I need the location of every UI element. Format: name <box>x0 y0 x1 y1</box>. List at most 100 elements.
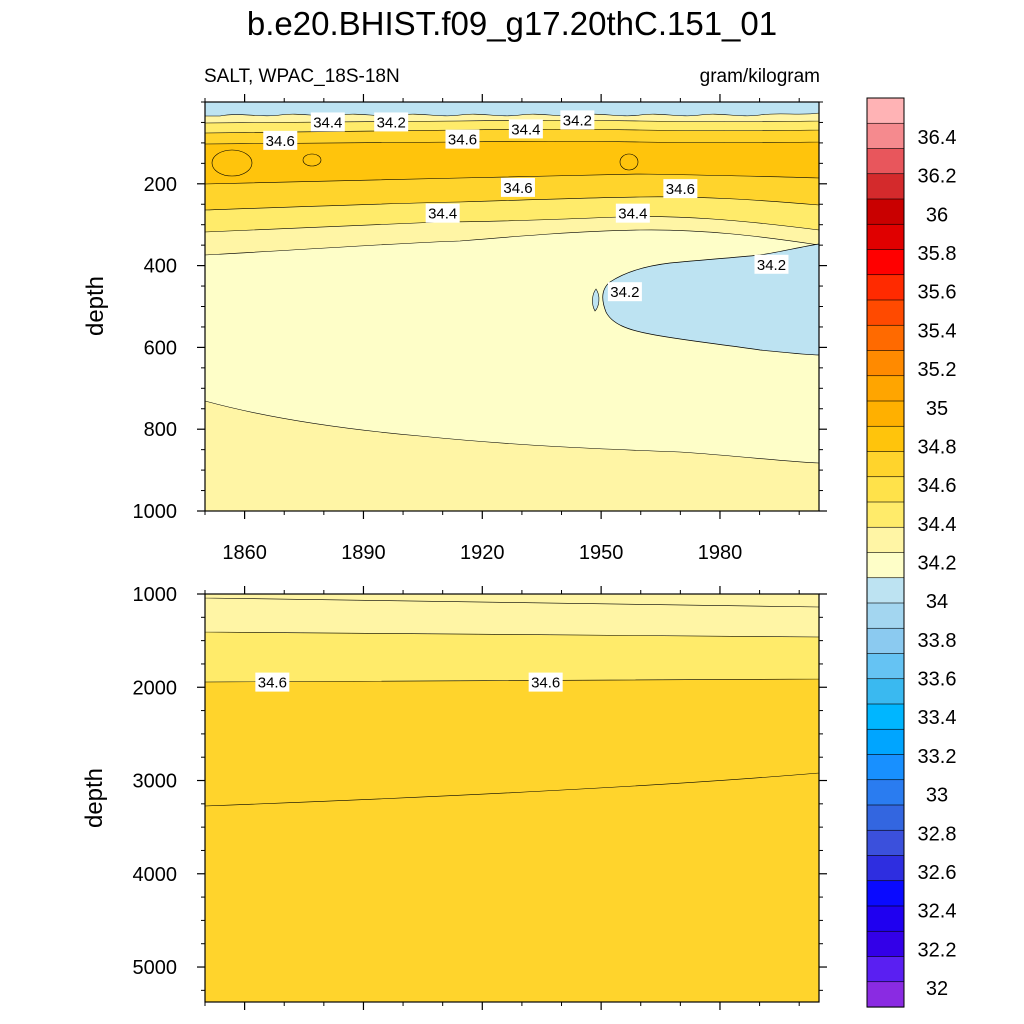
y-tick-label: 800 <box>144 419 177 441</box>
contour-label-text: 34.6 <box>266 133 295 150</box>
contour-label-box <box>374 112 409 132</box>
contour-label: 34.6 <box>255 672 290 692</box>
contour-label-text: 34.6 <box>503 180 532 197</box>
x-tick-label: 1920 <box>460 542 505 564</box>
colorbar-swatch <box>866 956 905 983</box>
colorbar-label: 33.2 <box>918 746 957 768</box>
contour-label-box <box>528 672 563 692</box>
x-tick-label: 1890 <box>341 542 386 564</box>
colorbar-label: 35.4 <box>918 320 957 342</box>
contour-label-text: 34.2 <box>610 284 639 301</box>
y-tick-label: 200 <box>144 174 177 196</box>
contour-label: 34.4 <box>310 112 345 132</box>
colorbar-swatch <box>866 930 905 958</box>
region-salinity-max-patch <box>211 149 253 177</box>
colorbar-swatch <box>866 703 905 730</box>
colorbar-swatch <box>866 577 905 604</box>
colorbar-swatch <box>866 425 905 453</box>
x-tick-label: 1860 <box>222 542 267 564</box>
contour-label-box <box>445 129 480 149</box>
subtitle-right: gram/kilogram <box>700 66 820 87</box>
contour-label-text: 34.4 <box>618 206 647 223</box>
colorbar-swatch <box>866 274 905 301</box>
region-deep-layer <box>205 400 819 511</box>
contour-label-box <box>425 203 460 223</box>
top-plot-field <box>205 102 819 511</box>
contour-label-text: 34.6 <box>448 132 477 149</box>
colorbar-label: 34.2 <box>918 553 957 575</box>
colorbar-swatch <box>866 754 905 781</box>
contour-label-box <box>560 110 595 130</box>
colorbar-swatch <box>866 880 905 907</box>
colorbar-label: 35 <box>926 398 948 420</box>
colorbar-swatch <box>866 451 905 478</box>
colorbar-label: 32.4 <box>918 901 957 923</box>
top-y-axis-label: depth <box>82 276 109 336</box>
colorbar-swatch <box>866 855 905 882</box>
colorbar-swatch <box>866 148 905 175</box>
colorbar-swatch <box>866 375 905 402</box>
contour-label: 34.4 <box>425 203 460 223</box>
colorbar-swatch <box>866 905 905 932</box>
chart-title: b.e20.BHIST.f09_g17.20thC.151_01 <box>247 5 777 42</box>
colorbar-label: 32.6 <box>918 862 957 884</box>
contour-label: 34.4 <box>615 203 650 223</box>
contour-label-box <box>310 112 345 132</box>
top-panel: 200 400 600 800 1000 1860 1890 1920 1950 1980 34… <box>82 94 827 564</box>
bottom-x-axis <box>204 586 800 1010</box>
colorbar-label: 36.4 <box>918 127 957 149</box>
contour-label-box <box>255 672 290 692</box>
colorbar-swatch <box>866 804 905 831</box>
colorbar-swatch <box>866 602 905 629</box>
colorbar-label: 33.4 <box>918 707 957 729</box>
colorbar-swatch <box>866 526 905 554</box>
contour-label-text: 34.6 <box>531 675 560 692</box>
colorbar-label: 36 <box>926 204 948 226</box>
contour-label-text: 34.4 <box>511 121 540 138</box>
y-tick-label: 3000 <box>133 771 178 793</box>
top-x-axis: 1860 1890 1920 1950 1980 <box>204 94 800 564</box>
contour-label: 34.2 <box>374 112 409 132</box>
colorbar-label: 33.6 <box>918 669 957 691</box>
colorbar-swatch <box>866 552 905 579</box>
bottom-plot-field <box>205 594 819 1002</box>
colorbar-label: 34 <box>926 591 948 613</box>
contour-label-box <box>263 130 298 150</box>
region-low-salinity-blob <box>592 288 600 312</box>
contour-label: 34.6 <box>663 179 698 199</box>
colorbar-frame <box>866 97 905 1008</box>
contour-label-text: 34.6 <box>666 181 695 198</box>
colorbar-swatch <box>866 249 905 276</box>
contour-label: 34.2 <box>607 282 642 302</box>
bottom-panel: 1000 2000 3000 4000 5000 34.6 34.6 depth <box>81 584 827 1010</box>
colorbar-swatch <box>866 981 905 1008</box>
colorbar-swatch <box>866 678 905 705</box>
colorbar-swatch <box>866 350 905 377</box>
colorbar-swatch <box>866 223 905 251</box>
colorbar-label: 34.4 <box>918 514 957 536</box>
top-contour-labels: 34.4 34.2 34.6 34.6 34.4 34.2 34.6 34.6 34.4 34.4… <box>263 110 789 302</box>
contour-label-text: 34.2 <box>563 112 592 129</box>
colorbar-swatch <box>866 627 905 655</box>
colorbar-swatch <box>866 501 905 528</box>
colorbar-swatch <box>866 97 905 124</box>
colorbar-label: 33 <box>926 785 948 807</box>
x-tick-label: 1980 <box>698 542 743 564</box>
region-salinity-max-patch <box>302 153 322 167</box>
colorbar-label: 32 <box>926 978 948 1000</box>
y-tick-label: 4000 <box>133 864 178 886</box>
contour-label: 34.6 <box>528 672 563 692</box>
colorbar-label: 35.2 <box>918 359 957 381</box>
colorbar-swatch <box>866 122 905 150</box>
y-tick-label: 5000 <box>133 957 178 979</box>
y-tick-label: 1000 <box>133 584 178 606</box>
contour-label-text: 34.2 <box>757 257 786 274</box>
colorbar-label: 34.6 <box>918 475 957 497</box>
region-top-fringe <box>205 594 819 608</box>
contour-label-box <box>754 254 789 274</box>
region-salinity-max-patch <box>619 153 639 171</box>
colorbar-label: 34.8 <box>918 436 957 458</box>
contour-label: 34.2 <box>560 110 595 130</box>
bottom-y-axis-label: depth <box>81 768 108 828</box>
